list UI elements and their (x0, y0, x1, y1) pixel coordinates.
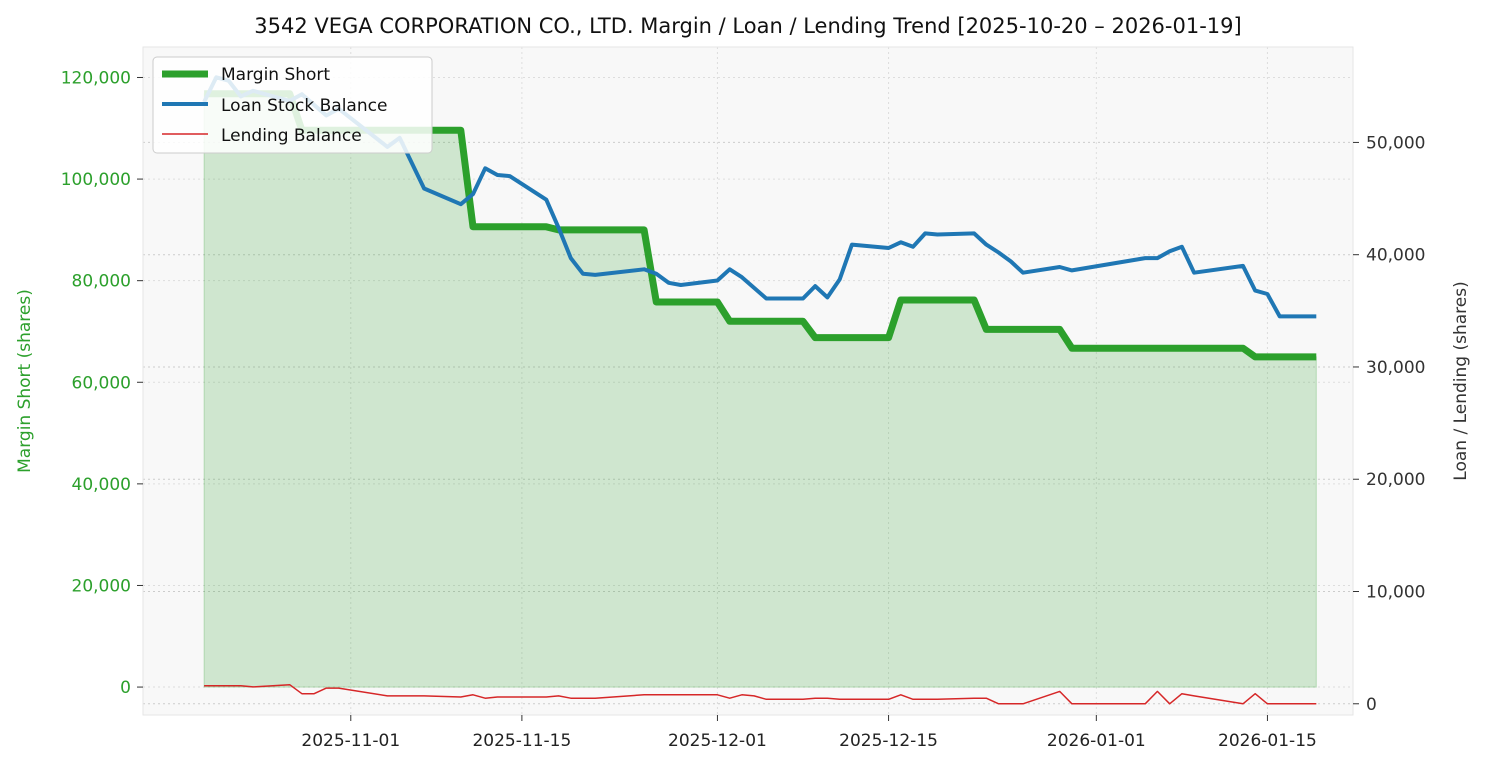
y-left-tick-label: 20,000 (72, 576, 131, 596)
y-right-tick-label: 50,000 (1366, 133, 1425, 153)
y-left-tick-label: 100,000 (61, 170, 131, 190)
axes: 2025-11-01 2025-11-15 2025-12-01 2025-12-15… (61, 68, 1426, 751)
legend: Margin Short Loan Stock Balance Lending … (152, 56, 433, 154)
y-right-tick-label: 10,000 (1366, 583, 1425, 603)
y-left-tick-label: 60,000 (72, 373, 131, 393)
x-tick-label: 2025-12-01 (668, 731, 767, 751)
y-axis-left-label: Margin Short (shares) (15, 289, 35, 473)
legend-label-loan-stock-balance: Loan Stock Balance (221, 96, 387, 116)
chart-title: 3542 VEGA CORPORATION CO., LTD. Margin /… (254, 14, 1241, 38)
legend-box (152, 56, 433, 154)
y-right-tick-label: 20,000 (1366, 470, 1425, 490)
y-right-tick-label: 30,000 (1366, 358, 1425, 378)
y-left-tick-label: 120,000 (61, 68, 131, 88)
x-tick-label: 2025-12-15 (839, 731, 938, 751)
legend-label-lending-balance: Lending Balance (221, 126, 362, 146)
y-axis-right-label: Loan / Lending (shares) (1451, 281, 1471, 480)
x-tick-label: 2026-01-01 (1047, 731, 1146, 751)
line-lending-balance (204, 683, 1317, 705)
y-left-tick-label: 80,000 (72, 272, 131, 292)
x-tick-label: 2025-11-01 (301, 731, 400, 751)
y-left-tick-label: 40,000 (72, 475, 131, 495)
y-left-tick-label: 0 (120, 678, 131, 698)
plot-frame (142, 46, 1354, 716)
x-tick-label: 2025-11-15 (472, 731, 571, 751)
x-tick-label: 2026-01-15 (1218, 731, 1317, 751)
legend-label-margin-short: Margin Short (221, 65, 330, 85)
plot-area (143, 47, 1353, 715)
y-right-tick-label: 0 (1366, 695, 1377, 715)
y-right-tick-label: 40,000 (1366, 246, 1425, 266)
